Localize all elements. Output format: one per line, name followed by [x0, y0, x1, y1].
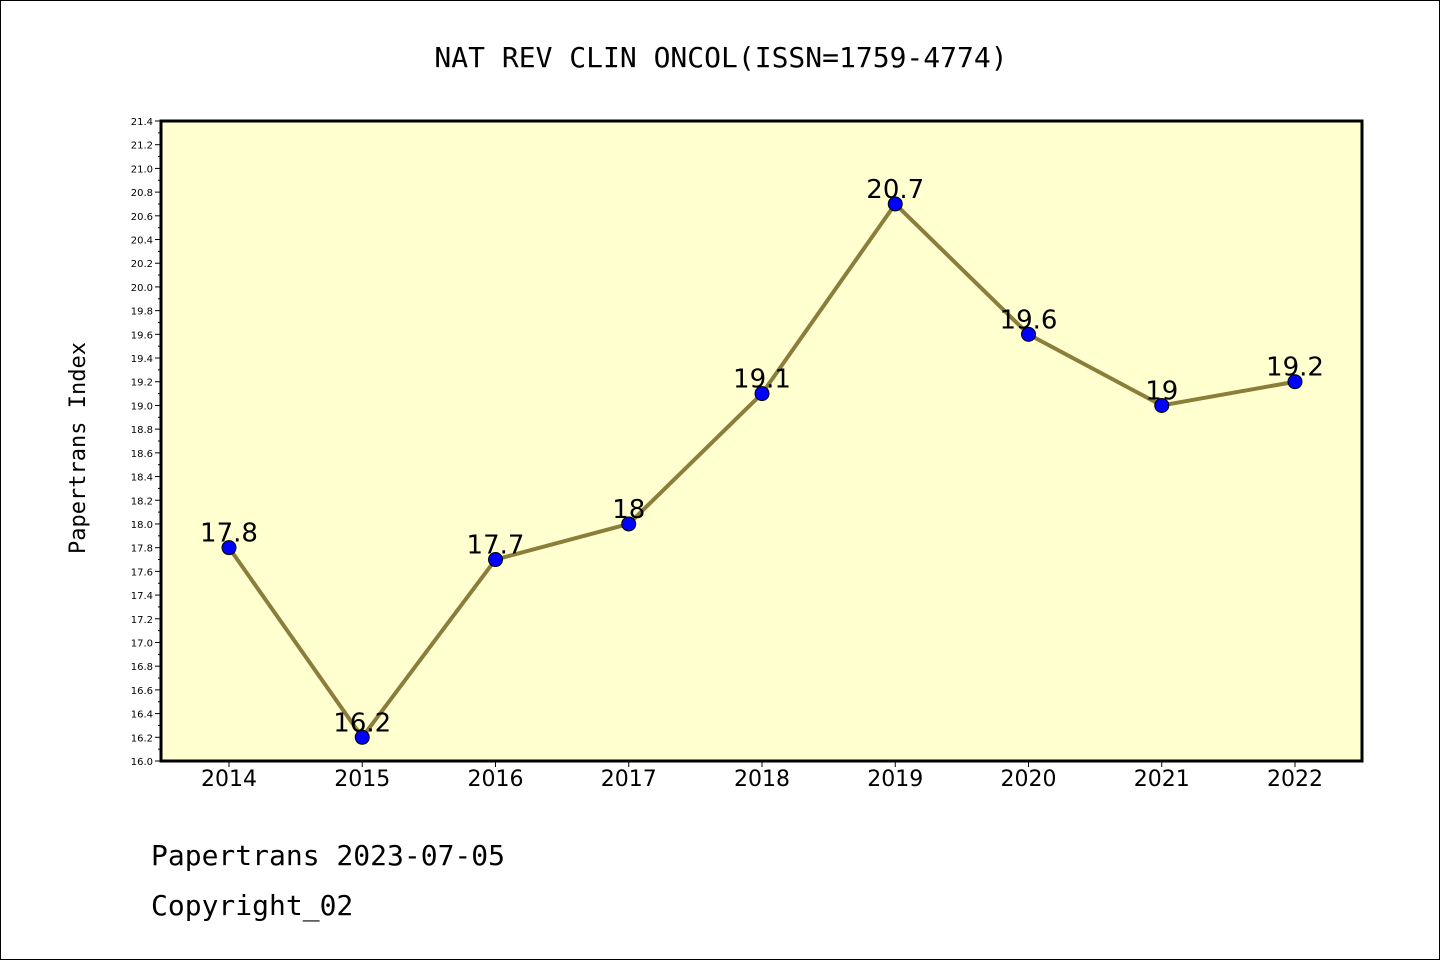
data-point: [754, 386, 770, 402]
y-tick-label: 20.4: [131, 236, 153, 247]
x-tick-label: 2016: [468, 767, 524, 792]
x-tick-label: 2014: [201, 767, 257, 792]
data-label: 16.2: [333, 708, 391, 738]
data-point: [354, 729, 370, 745]
y-tick-label: 21.2: [131, 141, 153, 152]
x-tick-label: 2022: [1267, 767, 1323, 792]
y-tick-label: 17.8: [131, 544, 153, 555]
y-tick-label: 17.6: [131, 567, 153, 578]
x-tick-label: 2017: [601, 767, 657, 792]
y-tick-label: 17.2: [131, 615, 153, 626]
y-tick-label: 16.2: [131, 733, 153, 744]
y-tick-label: 18.0: [131, 520, 153, 531]
data-label: 17.7: [467, 531, 525, 561]
y-tick-label: 17.0: [131, 638, 153, 649]
data-point: [621, 516, 637, 532]
y-tick-label: 18.2: [131, 496, 153, 507]
y-tick-label: 16.6: [131, 686, 153, 697]
y-axis-label: Papertrans Index: [66, 342, 91, 554]
y-tick-label: 20.6: [131, 212, 153, 223]
footer-copyright: Copyright_02: [151, 889, 353, 923]
y-tick-label: 21.0: [131, 164, 153, 175]
y-tick-label: 19.4: [131, 354, 153, 365]
data-point: [1154, 397, 1170, 413]
plot-area: [159, 119, 1364, 763]
y-tick-label: 20.8: [131, 188, 153, 199]
y-axis: 16.0 16.2 16.4 16.6 16.8 17.0 17.2 17.4 17.6 17.8…: [131, 117, 161, 768]
data-label: 17.8: [200, 519, 258, 549]
data-point: [1021, 326, 1036, 342]
y-tick-label: 19.2: [131, 378, 153, 389]
data-label: 19.6: [1000, 305, 1058, 335]
y-tick-label: 20.0: [131, 283, 153, 294]
x-tick-label: 2018: [734, 767, 790, 792]
data-point: [221, 540, 237, 556]
x-tick-label: 2015: [334, 767, 390, 792]
x-tick-label: 2021: [1134, 767, 1190, 792]
chart-title: NAT REV CLIN ONCOL(ISSN=1759-4774): [434, 41, 1007, 74]
x-axis: 2014 2015 2016 2017 2018 2019 2020 2021 2022: [201, 761, 1323, 792]
data-point: [488, 552, 503, 568]
y-tick-label: 16.0: [131, 757, 153, 768]
data-label: 19.1: [733, 365, 791, 395]
footer-date: Papertrans 2023-07-05: [151, 839, 505, 872]
data-label: 18: [612, 495, 645, 525]
y-tick-label: 18.6: [131, 449, 153, 460]
data-point: [887, 196, 903, 212]
series-layer: 17.8 16.2 17.7 18 19.1 20.7 19.6 19 19.2: [200, 175, 1324, 745]
y-tick-label: 16.8: [131, 662, 153, 673]
data-point: [1287, 374, 1303, 390]
y-tick-label: 20.2: [131, 259, 153, 270]
x-tick-label: 2020: [1001, 767, 1057, 792]
y-tick-label: 19.6: [131, 330, 153, 341]
y-tick-label: 19.0: [131, 401, 153, 412]
y-tick-label: 16.4: [131, 710, 153, 721]
data-label: 20.7: [866, 175, 924, 205]
data-label: 19: [1145, 376, 1178, 406]
x-tick-label: 2019: [867, 767, 923, 792]
y-tick-label: 18.4: [131, 473, 153, 484]
y-tick-label: 19.8: [131, 307, 153, 318]
y-tick-label: 17.4: [131, 591, 153, 602]
y-tick-label: 21.4: [131, 117, 153, 128]
y-tick-label: 18.8: [131, 425, 153, 436]
data-label: 19.2: [1266, 353, 1324, 383]
